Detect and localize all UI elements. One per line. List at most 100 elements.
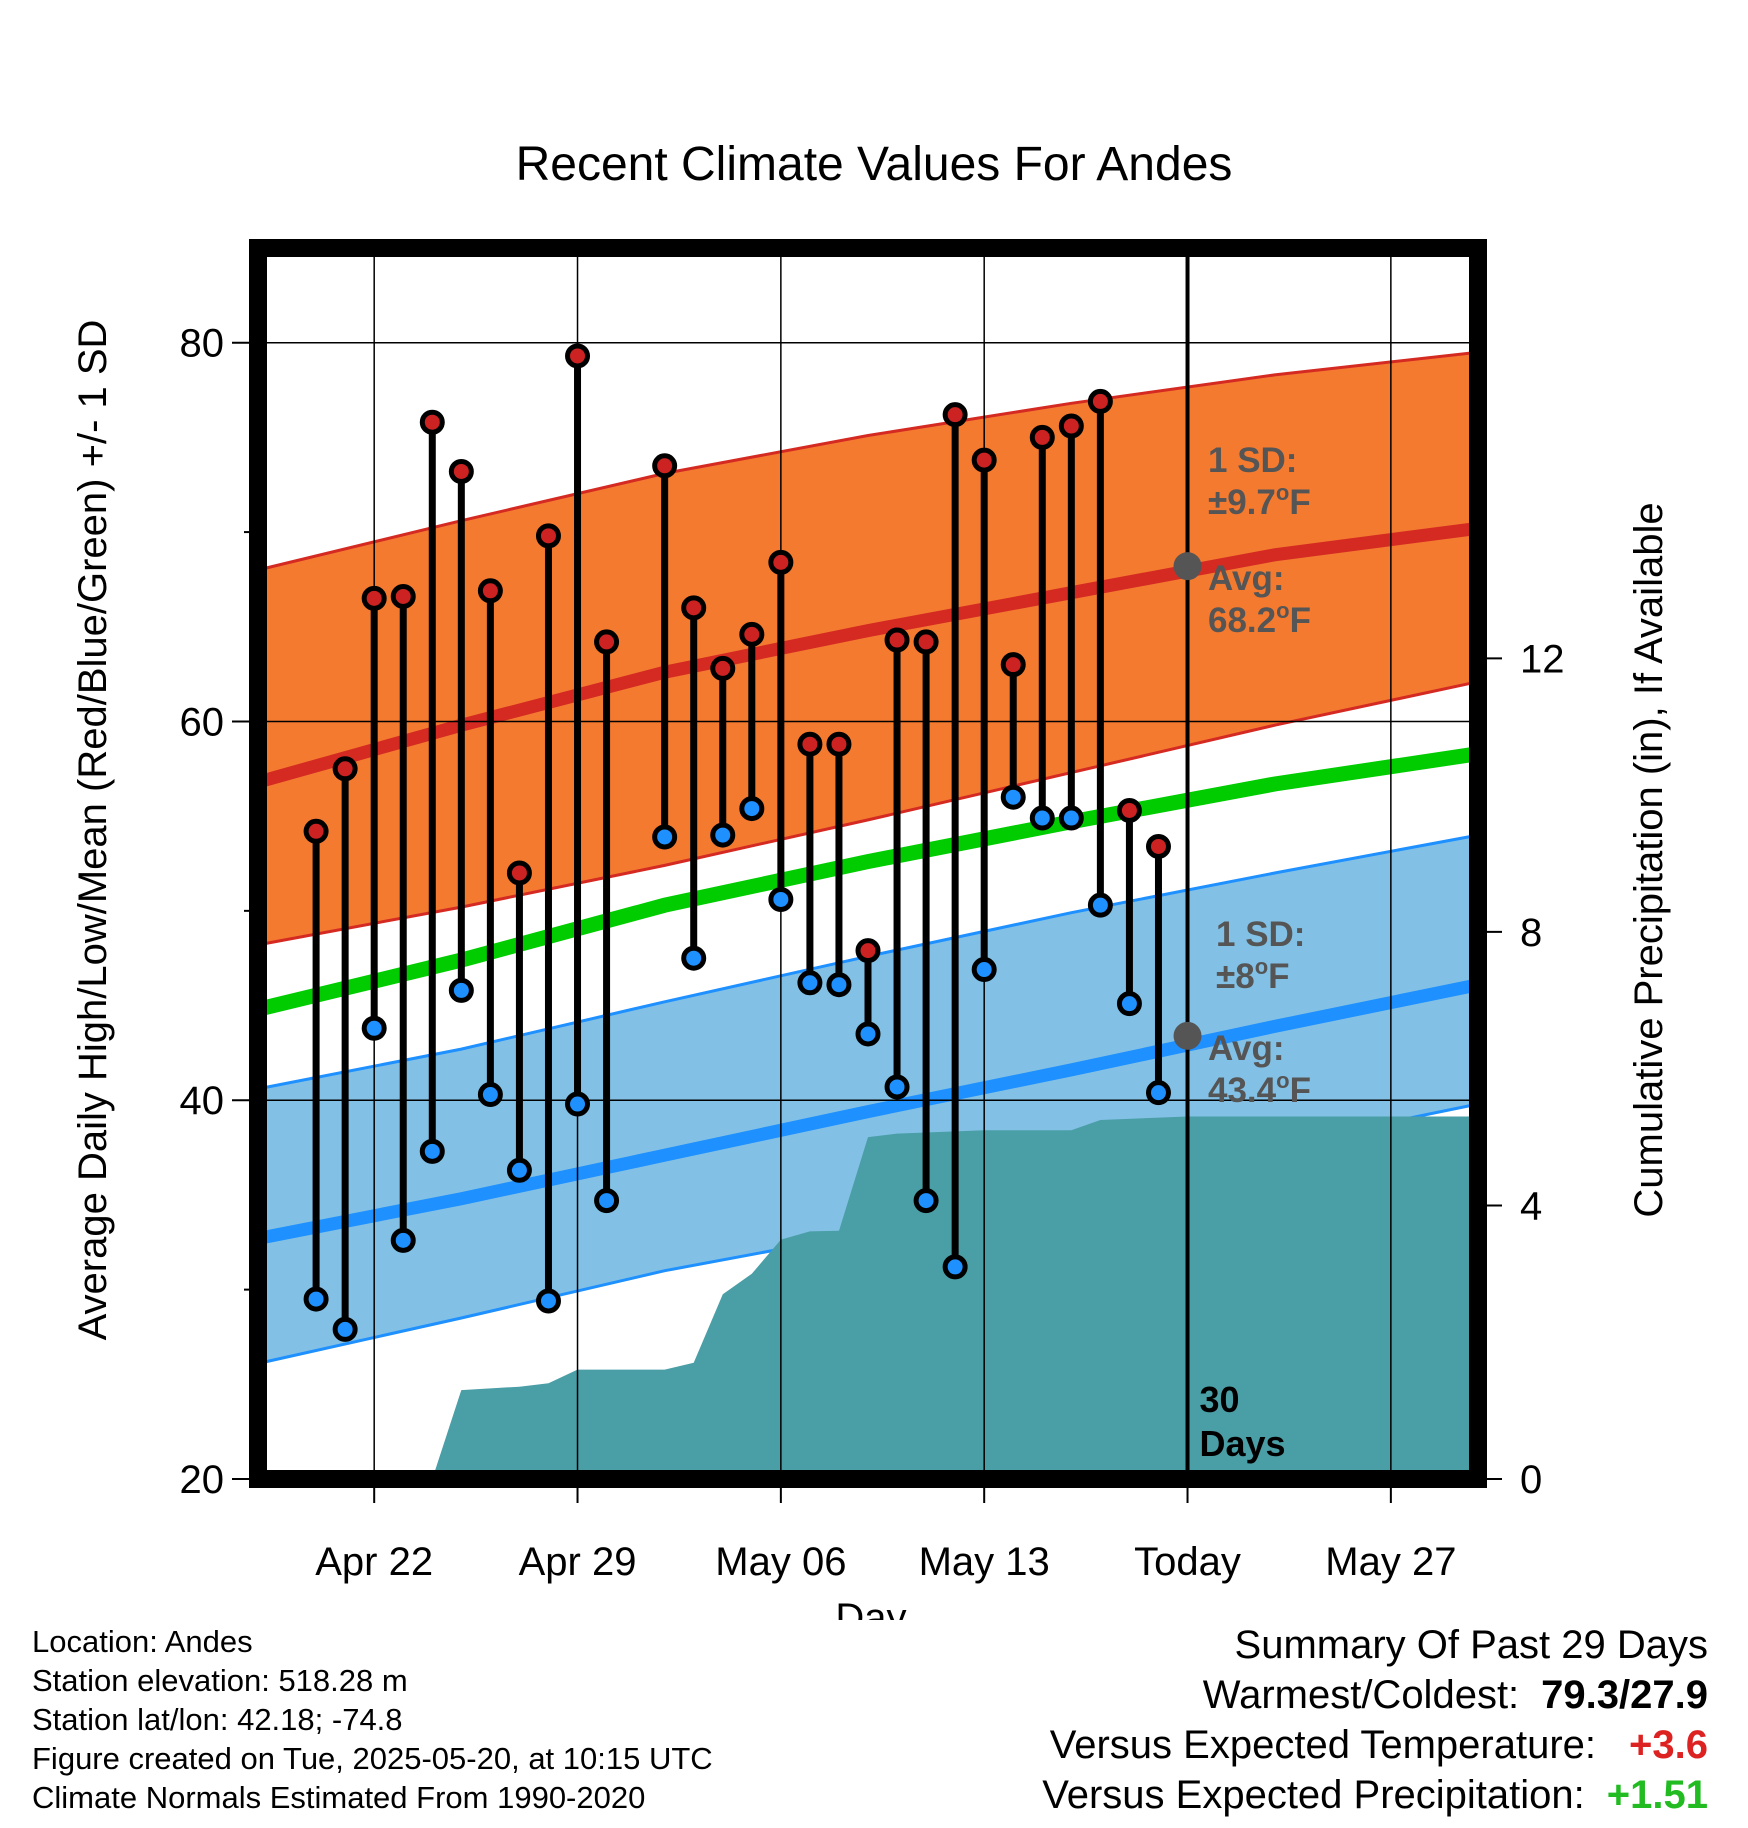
chart-title: Recent Climate Values For Andes [516, 138, 1233, 191]
y-tick-label: 20 [180, 1458, 225, 1502]
today-high-avg-marker [1173, 552, 1202, 581]
daily-high-marker [1058, 413, 1084, 439]
high-avg-annotation-line2: 68.2oF [1208, 598, 1311, 640]
low-sd-annotation-line1: 1 SD: [1216, 915, 1305, 954]
daily-high-marker [855, 938, 881, 964]
precip-label: Versus Expected Precipitation: [1042, 1773, 1585, 1817]
info-elevation: Station elevation: 518.28 m [32, 1663, 408, 1698]
daily-low-marker [565, 1091, 591, 1117]
daily-high-marker [1000, 652, 1026, 678]
high-sd-annotation-line1: 1 SD: [1208, 441, 1297, 480]
y-tick-label: 80 [180, 322, 225, 366]
daily-low-marker [739, 796, 765, 822]
daily-high-marker [332, 756, 358, 782]
daily-high-marker [565, 343, 591, 369]
summary-temp: Versus Expected Temperature: +3.6 [808, 1720, 1708, 1770]
daily-low-marker [361, 1015, 387, 1041]
summary-warm-cold: Warmest/Coldest: 79.3/27.9 [808, 1670, 1708, 1720]
daily-low-marker [1087, 892, 1113, 918]
daily-high-marker [303, 818, 329, 844]
x-axis-title: Day [835, 1596, 906, 1620]
low-sd-annotation: 1 SD:±8oF [1216, 915, 1305, 996]
daily-low-marker [506, 1157, 532, 1183]
low-sd-annotation-line2: ±8oF [1216, 954, 1290, 996]
daily-high-marker [1087, 388, 1113, 414]
high-avg-annotation-line1: Avg: [1208, 559, 1284, 598]
daily-low-marker [419, 1138, 445, 1164]
daily-high-marker [797, 731, 823, 757]
daily-high-marker [913, 629, 939, 655]
daily-high-marker [942, 402, 968, 428]
daily-low-marker [1029, 805, 1055, 831]
daily-low-marker [332, 1316, 358, 1342]
daily-high-marker [739, 621, 765, 647]
warm-cold-value: 79.3/27.9 [1541, 1673, 1708, 1717]
low-avg-annotation-line1: Avg: [1208, 1029, 1284, 1068]
info-created: Figure created on Tue, 2025-05-20, at 10… [32, 1741, 713, 1776]
temp-value: +3.6 [1629, 1723, 1708, 1767]
x-tick-label: Apr 29 [519, 1540, 637, 1584]
info-normals: Climate Normals Estimated From 1990-2020 [32, 1780, 646, 1815]
daily-low-marker [884, 1074, 910, 1100]
daily-low-marker [710, 822, 736, 848]
daily-high-marker [826, 731, 852, 757]
x-tick-label: May 06 [715, 1540, 846, 1584]
y2-tick-label: 0 [1520, 1458, 1542, 1502]
y2-axis-title: Cumulative Precipitation (in), If Availa… [1627, 502, 1671, 1217]
summary-title: Summary Of Past 29 Days [1234, 1623, 1708, 1667]
x-tick-label: Apr 22 [315, 1540, 433, 1584]
daily-high-marker [768, 549, 794, 575]
daily-low-marker [826, 972, 852, 998]
daily-low-marker [1116, 991, 1142, 1017]
summary-panel: Summary Of Past 29 Days Warmest/Coldest:… [808, 1620, 1708, 1820]
daily-low-marker [390, 1227, 416, 1253]
daily-low-marker [1000, 784, 1026, 810]
daily-low-marker [1058, 805, 1084, 831]
daily-low-marker [448, 977, 474, 1003]
daily-high-marker [535, 523, 561, 549]
y-axis-title: Average Daily High/Low/Mean (Red/Blue/Gr… [71, 320, 115, 1341]
y2-tick-label: 12 [1520, 637, 1565, 681]
info-latlon: Station lat/lon: 42.18; -74.8 [32, 1702, 403, 1737]
daily-low-marker [942, 1254, 968, 1280]
high-sd-annotation: 1 SD:±9.7oF [1208, 441, 1311, 522]
y2-tick-label: 4 [1520, 1184, 1542, 1228]
today-low-avg-marker [1173, 1021, 1202, 1050]
daily-low-marker [535, 1288, 561, 1314]
daily-high-marker [594, 629, 620, 655]
temp-label: Versus Expected Temperature: [1049, 1723, 1596, 1767]
y-axis-title-group: Average Daily High/Low/Mean (Red/Blue/Gr… [71, 320, 115, 1341]
daily-high-marker [361, 585, 387, 611]
daily-low-marker [477, 1082, 503, 1108]
plot-frame [249, 239, 1487, 1488]
daily-high-marker [390, 583, 416, 609]
daily-high-marker [971, 447, 997, 473]
daily-low-marker [768, 886, 794, 912]
climate-chart: Recent Climate Values For Andes 1 SD:±9.… [71, 138, 1671, 1620]
daily-low-marker [681, 945, 707, 971]
daily-low-marker [855, 1021, 881, 1047]
daily-low-marker [652, 824, 678, 850]
daily-high-marker [710, 655, 736, 681]
x-tick-label: May 27 [1325, 1540, 1456, 1584]
high-sd-band [258, 352, 1478, 945]
station-info: Location: Andes Station elevation: 518.2… [32, 1622, 713, 1817]
y2-tick-label: 8 [1520, 911, 1542, 955]
daily-high-marker [652, 453, 678, 479]
precip-area [432, 1116, 1478, 1479]
y-tick-label: 60 [180, 700, 225, 744]
daily-low-marker [971, 957, 997, 983]
x-tick-label: May 13 [919, 1540, 1050, 1584]
summary-precip: Versus Expected Precipitation: +1.51 [808, 1770, 1708, 1820]
y2-axis-title-group: Cumulative Precipitation (in), If Availa… [1627, 502, 1671, 1217]
daily-low-marker [797, 970, 823, 996]
y-tick-label: 40 [180, 1079, 225, 1123]
low-avg-annotation-line2: 43.4oF [1208, 1068, 1311, 1110]
daily-high-marker [681, 595, 707, 621]
daily-low-marker [913, 1188, 939, 1214]
days-label-line2: Days [1200, 1423, 1286, 1464]
high-avg-annotation: Avg:68.2oF [1208, 559, 1311, 640]
info-location: Location: Andes [32, 1624, 253, 1659]
days-label-line1: 30 [1200, 1379, 1240, 1420]
daily-high-marker [419, 409, 445, 435]
